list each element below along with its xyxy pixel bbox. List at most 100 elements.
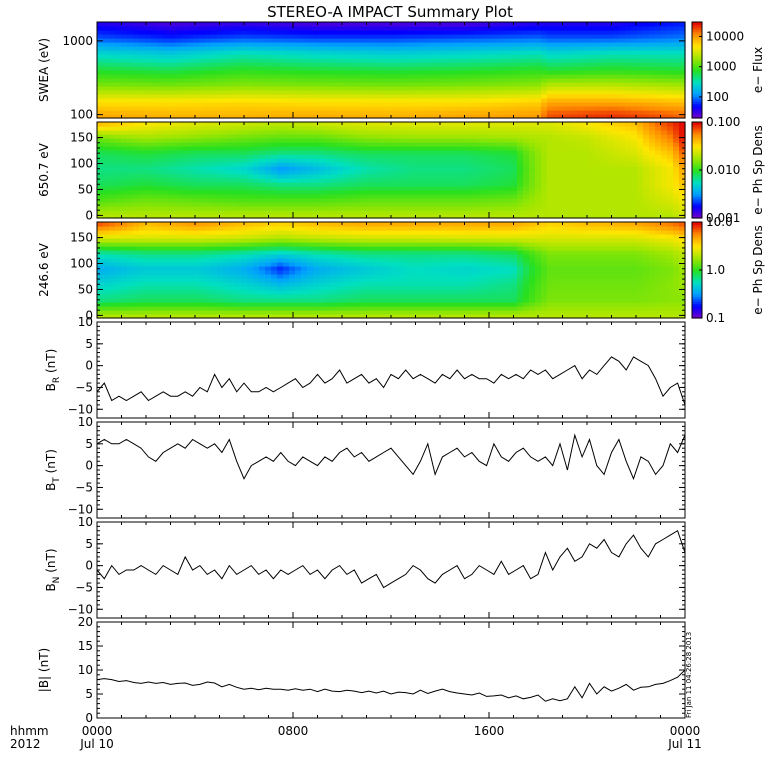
spectrogram-cell xyxy=(193,82,200,87)
spectrogram-cell xyxy=(583,78,590,83)
spectrogram-cell xyxy=(499,54,506,59)
spectrogram-cell xyxy=(427,182,434,187)
spectrogram-cell xyxy=(355,214,362,219)
spectrogram-cell xyxy=(181,198,188,203)
spectrogram-cell xyxy=(103,46,110,51)
spectrogram-cell xyxy=(139,30,146,35)
spectrogram-cell xyxy=(169,194,176,199)
spectrogram-cell xyxy=(241,94,248,99)
spectrogram-cell xyxy=(313,86,320,91)
spectrogram-cell xyxy=(613,146,620,151)
spectrogram-cell xyxy=(547,150,554,155)
spectrogram-cell xyxy=(193,162,200,167)
spectrogram-cell xyxy=(283,62,290,67)
spectrogram-cell xyxy=(559,26,566,31)
spectrogram-cell xyxy=(271,62,278,67)
spectrogram-cell xyxy=(547,202,554,207)
spectrogram-cell xyxy=(577,186,584,191)
spectrogram-cell xyxy=(415,46,422,51)
spectrogram-cell xyxy=(421,190,428,195)
spectrogram-cell xyxy=(397,142,404,147)
spectrogram-cell xyxy=(433,206,440,211)
spectrogram-cell xyxy=(589,66,596,71)
spectrogram-cell xyxy=(349,214,356,219)
spectrogram-cell xyxy=(595,34,602,39)
spectrogram-cell xyxy=(235,110,242,115)
spectrogram-cell xyxy=(553,54,560,59)
spectrogram-cell xyxy=(325,166,332,171)
spectrogram-cell xyxy=(661,186,668,191)
spectrogram-cell xyxy=(331,174,338,179)
spectrogram-cell xyxy=(625,70,632,75)
spectrogram-cell xyxy=(109,50,116,55)
spectrogram-cell xyxy=(355,130,362,135)
spectrogram-cell xyxy=(547,90,554,95)
spectrogram-cell xyxy=(139,154,146,159)
colorbar-segment xyxy=(692,129,702,133)
spectrogram-cell xyxy=(163,106,170,111)
spectrogram-cell xyxy=(253,122,260,127)
spectrogram-cell xyxy=(619,178,626,183)
spectrogram-cell xyxy=(163,126,170,131)
spectrogram-cell xyxy=(523,82,530,87)
spectrogram-cell xyxy=(121,58,128,63)
spectrogram-cell xyxy=(307,74,314,79)
spectrogram-cell xyxy=(121,150,128,155)
spectrogram-cell xyxy=(427,142,434,147)
spectrogram-cell xyxy=(505,54,512,59)
spectrogram-cell xyxy=(355,90,362,95)
spectrogram-cell xyxy=(349,130,356,135)
spectrogram-cell xyxy=(157,86,164,91)
spectrogram-cell xyxy=(289,174,296,179)
spectrogram-cell xyxy=(331,142,338,147)
spectrogram-cell xyxy=(205,206,212,211)
spectrogram-cell xyxy=(343,26,350,31)
spectrogram-cell xyxy=(205,210,212,215)
spectrogram-cell xyxy=(613,206,620,211)
spectrogram-cell xyxy=(109,154,116,159)
colorbar-segment xyxy=(692,67,702,71)
spectrogram-cell xyxy=(403,22,410,27)
spectrogram-cell xyxy=(253,142,260,147)
spectrogram-cell xyxy=(373,210,380,215)
spectrogram-cell xyxy=(379,142,386,147)
spectrogram-cell xyxy=(319,50,326,55)
spectrogram-cell xyxy=(187,66,194,71)
spectrogram-cell xyxy=(607,178,614,183)
spectrogram-cell xyxy=(175,62,182,67)
spectrogram-cell xyxy=(121,198,128,203)
spectrogram-cell xyxy=(319,206,326,211)
spectrogram-cell xyxy=(661,122,668,127)
spectrogram-cell xyxy=(217,54,224,59)
spectrogram-cell xyxy=(289,90,296,95)
spectrogram-cell xyxy=(205,50,212,55)
spectrogram-cell xyxy=(559,190,566,195)
spectrogram-cell xyxy=(625,110,632,115)
spectrogram-cell xyxy=(655,46,662,51)
spectrogram-cell xyxy=(373,74,380,79)
spectrogram-cell xyxy=(151,174,158,179)
spectrogram-cell xyxy=(145,58,152,63)
spectrogram-cell xyxy=(385,154,392,159)
spectrogram-cell xyxy=(379,26,386,31)
spectrogram-cell xyxy=(373,178,380,183)
spectrogram-cell xyxy=(349,154,356,159)
spectrogram-cell xyxy=(145,74,152,79)
spectrogram-cell xyxy=(673,54,680,59)
spectrogram-cell xyxy=(577,194,584,199)
spectrogram-cell xyxy=(361,178,368,183)
spectrogram-cell xyxy=(97,298,104,303)
spectrogram-cell xyxy=(673,22,680,27)
spectrogram-cell xyxy=(523,122,530,127)
spectrogram-cell xyxy=(127,214,134,219)
spectrogram-cell xyxy=(511,22,518,27)
spectrogram-cell xyxy=(409,166,416,171)
spectrogram-cell xyxy=(169,102,176,107)
spectrogram-cell xyxy=(289,166,296,171)
spectrogram-cell xyxy=(403,210,410,215)
spectrogram-cell xyxy=(421,82,428,87)
spectrogram-cell xyxy=(343,186,350,191)
spectrogram-cell xyxy=(463,82,470,87)
spectrogram-cell xyxy=(613,66,620,71)
spectrogram-cell xyxy=(439,210,446,215)
